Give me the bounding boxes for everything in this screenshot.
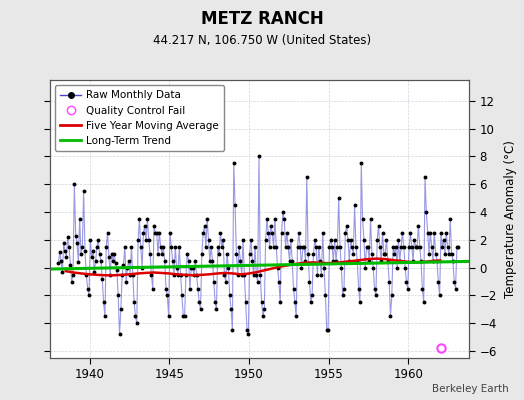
Text: 44.217 N, 106.750 W (United States): 44.217 N, 106.750 W (United States) bbox=[153, 34, 371, 47]
Text: Berkeley Earth: Berkeley Earth bbox=[432, 384, 508, 394]
Legend: Raw Monthly Data, Quality Control Fail, Five Year Moving Average, Long-Term Tren: Raw Monthly Data, Quality Control Fail, … bbox=[55, 85, 224, 151]
Y-axis label: Temperature Anomaly (°C): Temperature Anomaly (°C) bbox=[504, 140, 517, 298]
Text: METZ RANCH: METZ RANCH bbox=[201, 10, 323, 28]
